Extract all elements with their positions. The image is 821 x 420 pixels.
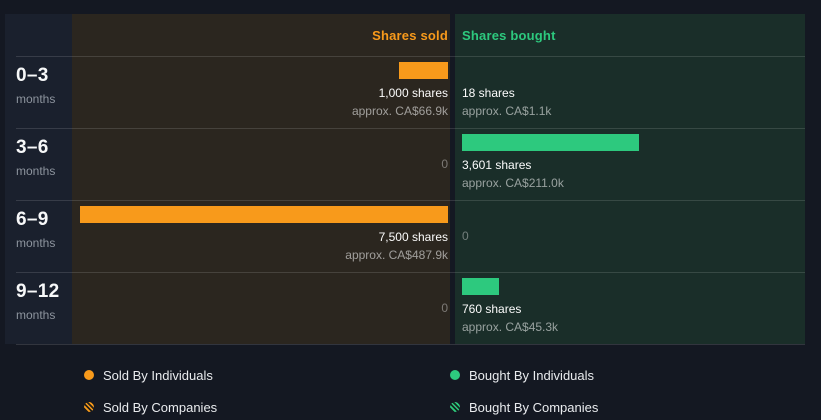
bought-shares-value: 18 shares — [462, 86, 515, 100]
bought-cell: 0 — [455, 200, 805, 272]
legend-bought-companies: Bought By Companies — [450, 399, 599, 415]
sold-shares-value: 7,500 shares — [378, 230, 448, 244]
period-range: 6–9 — [16, 209, 49, 230]
sold-cell: 0 — [72, 272, 450, 344]
bought-cell: 3,601 shares approx. CA$211.0k — [455, 128, 805, 200]
period-label: 3–6 months — [16, 137, 72, 178]
legend-label: Sold By Companies — [103, 399, 218, 415]
sold-approx-value: approx. CA$487.9k — [345, 248, 448, 262]
bought-shares-value: 760 shares — [462, 302, 522, 316]
grid-line — [16, 200, 805, 201]
bought-approx-value: approx. CA$45.3k — [462, 320, 559, 334]
bought-bar[interactable] — [462, 134, 639, 151]
grid-line — [16, 272, 805, 273]
bought-cell: 18 shares approx. CA$1.1k — [455, 56, 805, 128]
period-unit: months — [16, 308, 56, 322]
chart-row-0-3-months: 0–3 months 1,000 shares approx. CA$66.9k… — [0, 56, 821, 128]
period-label: 6–9 months — [16, 209, 72, 250]
period-unit: months — [16, 164, 56, 178]
legend-label: Bought By Companies — [469, 399, 599, 415]
legend-label: Sold By Individuals — [103, 367, 213, 383]
period-range: 9–12 — [16, 281, 60, 302]
period-label: 9–12 months — [16, 281, 72, 322]
period-range: 3–6 — [16, 137, 49, 158]
legend-sold-individuals: Sold By Individuals — [84, 367, 213, 383]
sold-cell: 7,500 shares approx. CA$487.9k — [72, 200, 450, 272]
bought-shares-value: 3,601 shares — [462, 158, 532, 172]
grid-line — [16, 344, 805, 345]
shares-sold-panel — [72, 14, 450, 344]
grid-line — [16, 56, 805, 57]
sold-bar[interactable] — [399, 62, 448, 79]
bought-zero-value: 0 — [462, 229, 469, 243]
sold-companies-swatch-icon — [84, 402, 94, 412]
legend-label: Bought By Individuals — [469, 367, 595, 383]
sold-zero-value: 0 — [441, 157, 448, 171]
sold-bar[interactable] — [80, 206, 448, 223]
sold-shares-value: 1,000 shares — [378, 86, 448, 100]
grid-line — [16, 128, 805, 129]
bought-companies-swatch-icon — [450, 402, 460, 412]
bought-individuals-swatch-icon — [450, 370, 460, 380]
legend-bought-individuals: Bought By Individuals — [450, 367, 595, 383]
shares-bought-header: Shares bought — [462, 28, 556, 43]
period-unit: months — [16, 236, 56, 250]
chart-row-9-12-months: 9–12 months 0 760 shares approx. CA$45.3… — [0, 272, 821, 344]
sold-zero-value: 0 — [441, 301, 448, 315]
shares-sold-header: Shares sold — [372, 28, 448, 43]
sold-individuals-swatch-icon — [84, 370, 94, 380]
bought-cell: 760 shares approx. CA$45.3k — [455, 272, 805, 344]
bought-bar[interactable] — [462, 278, 499, 295]
bought-approx-value: approx. CA$1.1k — [462, 104, 552, 118]
legend-sold-companies: Sold By Companies — [84, 399, 218, 415]
period-label-column — [5, 14, 72, 344]
sold-approx-value: approx. CA$66.9k — [351, 104, 448, 118]
period-label: 0–3 months — [16, 65, 72, 106]
sold-cell: 1,000 shares approx. CA$66.9k — [72, 56, 450, 128]
chart-row-6-9-months: 6–9 months 7,500 shares approx. CA$487.9… — [0, 200, 821, 272]
period-unit: months — [16, 92, 56, 106]
period-range: 0–3 — [16, 65, 49, 86]
sold-cell: 0 — [72, 128, 450, 200]
shares-bought-panel — [455, 14, 805, 344]
bought-approx-value: approx. CA$211.0k — [462, 176, 564, 190]
chart-row-3-6-months: 3–6 months 0 3,601 shares approx. CA$211… — [0, 128, 821, 200]
